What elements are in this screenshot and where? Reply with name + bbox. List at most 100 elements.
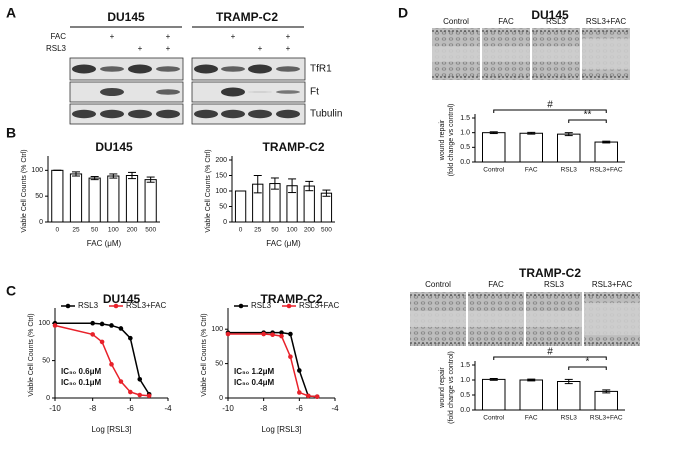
x-tick-label: -6 bbox=[127, 404, 135, 413]
point bbox=[297, 368, 302, 373]
band bbox=[248, 91, 272, 93]
band bbox=[248, 64, 272, 74]
point bbox=[128, 335, 133, 341]
x-tick-label: 0 bbox=[56, 227, 60, 234]
y-tick-label: 100 bbox=[31, 167, 43, 174]
x-tick-label: -10 bbox=[222, 404, 234, 413]
treatment-sign: + bbox=[110, 32, 115, 41]
x-tick-label: 200 bbox=[127, 227, 138, 234]
y-axis-label: Viable Cell Counts (% Ctrl) bbox=[205, 149, 212, 232]
blot-strip bbox=[69, 103, 184, 125]
y-tick-label: 1.0 bbox=[460, 377, 470, 384]
y-axis-label: Viable Cell Counts (% Ctrl) bbox=[201, 313, 208, 396]
point bbox=[99, 321, 105, 327]
treatment-sign: + bbox=[231, 32, 236, 41]
micrograph-label: RSL3 bbox=[546, 17, 567, 26]
treatment-label: RSL3 bbox=[46, 44, 67, 53]
treatment-sign: + bbox=[166, 32, 171, 41]
y-tick-label: 0.0 bbox=[460, 407, 470, 414]
legend-marker bbox=[238, 303, 244, 309]
wound-gap bbox=[432, 46, 480, 62]
bar bbox=[482, 378, 506, 411]
band bbox=[128, 109, 152, 119]
band bbox=[156, 89, 180, 95]
bar bbox=[69, 173, 83, 223]
wound-gap bbox=[482, 46, 530, 62]
point bbox=[261, 331, 266, 337]
chart-title: TRAMP-C2 bbox=[261, 292, 323, 306]
band bbox=[100, 66, 124, 72]
point bbox=[305, 393, 311, 399]
x-tick-label: -8 bbox=[260, 404, 268, 413]
y-tick-label: 50 bbox=[35, 193, 43, 200]
x-tick-label: -6 bbox=[296, 404, 304, 413]
y-axis-label: Viable Cell Counts (% Ctrl) bbox=[21, 149, 28, 232]
bar bbox=[557, 133, 581, 163]
y-tick-label: 1.0 bbox=[460, 130, 470, 137]
y-tick-label: 100 bbox=[38, 320, 50, 327]
point bbox=[128, 389, 133, 395]
micrograph-label: FAC bbox=[498, 17, 514, 26]
band bbox=[248, 109, 272, 119]
blot-strip bbox=[69, 57, 184, 81]
panel-label: D bbox=[398, 5, 408, 21]
micrograph-label: Control bbox=[443, 17, 469, 26]
wound-gap bbox=[410, 310, 466, 328]
point bbox=[270, 332, 275, 338]
x-tick-label: RSL3 bbox=[561, 167, 578, 174]
point bbox=[90, 332, 95, 337]
chart-title: DU145 bbox=[531, 8, 569, 22]
significance-label: * bbox=[586, 357, 590, 368]
y-tick-label: 0 bbox=[39, 219, 43, 226]
bar bbox=[125, 175, 139, 223]
legend-label: RSL3 bbox=[78, 301, 99, 310]
wound-gap bbox=[582, 38, 630, 70]
legend-label: RSL3+FAC bbox=[126, 301, 166, 310]
point bbox=[99, 339, 105, 345]
y-tick-label: 200 bbox=[215, 157, 227, 164]
y-tick-label: 0.5 bbox=[460, 392, 470, 399]
x-axis-label: Log [RSL3] bbox=[261, 425, 301, 434]
x-tick-label: 25 bbox=[254, 227, 262, 234]
x-tick-label: 500 bbox=[145, 227, 156, 234]
panel-label: A bbox=[6, 5, 16, 21]
x-tick-label: Control bbox=[483, 167, 505, 174]
point bbox=[314, 394, 320, 399]
bar bbox=[594, 390, 618, 411]
ic50-label: IC₅₀ 1.2μM bbox=[234, 367, 275, 376]
x-tick-label: 50 bbox=[271, 227, 279, 234]
x-tick-label: FAC bbox=[525, 415, 538, 422]
x-tick-label: 100 bbox=[287, 227, 298, 234]
legend-marker bbox=[65, 303, 71, 309]
point bbox=[109, 323, 114, 328]
bar bbox=[144, 179, 157, 223]
treatment-sign: + bbox=[258, 44, 263, 53]
band bbox=[72, 109, 96, 119]
point bbox=[225, 331, 231, 337]
x-tick-label: -8 bbox=[89, 404, 97, 413]
micrograph-label: RSL3+FAC bbox=[592, 280, 632, 289]
bar bbox=[107, 175, 120, 223]
legend-marker bbox=[113, 303, 119, 309]
point bbox=[118, 326, 124, 331]
y-tick-label: 1.5 bbox=[460, 362, 470, 369]
legend-label: RSL3+FAC bbox=[299, 301, 339, 310]
y-tick-label: 150 bbox=[215, 172, 227, 179]
legend-marker bbox=[286, 303, 292, 309]
x-tick-label: -4 bbox=[164, 404, 172, 413]
x-tick-label: 25 bbox=[72, 227, 80, 234]
x-tick-label: Control bbox=[483, 415, 505, 422]
bar bbox=[519, 379, 543, 411]
y-tick-label: 0 bbox=[223, 219, 227, 226]
cell-line-label: TRAMP-C2 bbox=[216, 10, 278, 24]
point bbox=[137, 392, 143, 398]
ic50-label: IC₅₀ 0.6μM bbox=[61, 367, 102, 376]
x-tick-label: RSL3+FAC bbox=[590, 167, 623, 174]
y-tick-label: 50 bbox=[219, 203, 227, 210]
significance-bracket bbox=[493, 109, 607, 113]
y-tick-label: 0.0 bbox=[460, 159, 470, 166]
curve bbox=[228, 333, 318, 398]
y-tick-label: 0.5 bbox=[460, 144, 470, 151]
bar bbox=[88, 177, 101, 223]
protein-label: Ft bbox=[310, 87, 319, 98]
